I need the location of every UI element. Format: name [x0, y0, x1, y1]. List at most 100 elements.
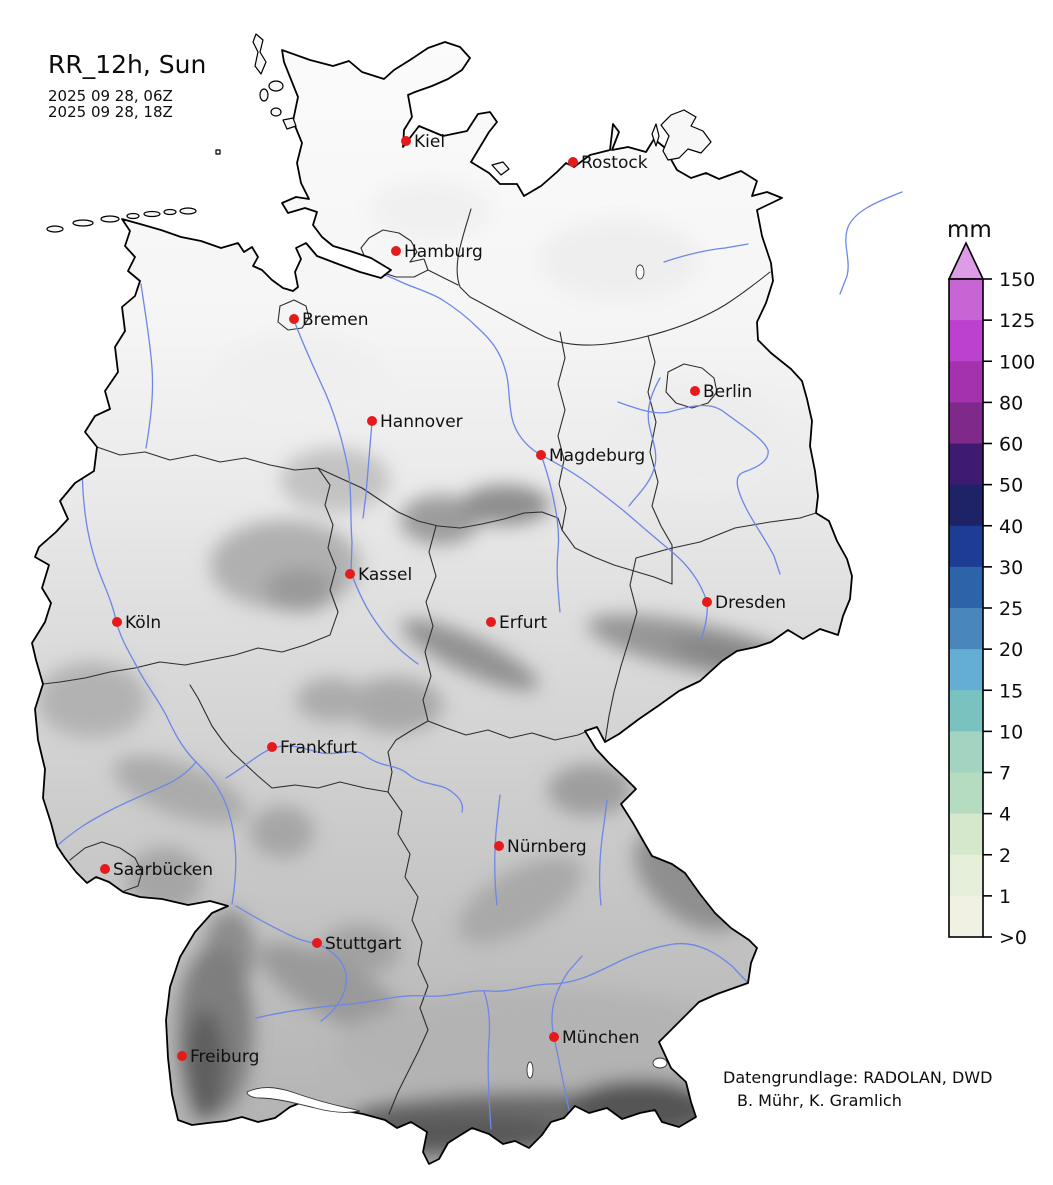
city-label: Bremen: [302, 310, 369, 330]
colorbar-tick-label: 25: [999, 598, 1023, 620]
lake-starnberg: [527, 1062, 533, 1078]
island-norderney: [101, 216, 119, 222]
precipitation-map-figure: Kiel Rostock Hamburg Bremen Berlin Hannover Ma…: [0, 0, 1053, 1185]
colorbar: mm 1501251008060504030252015107421>0: [947, 217, 1035, 949]
island-amrum: [260, 89, 268, 101]
colorbar-segment: [949, 608, 983, 650]
colorbar-segment: [949, 649, 983, 691]
island-borkum: [47, 226, 63, 232]
colorbar-tick-label: 1: [999, 886, 1011, 908]
colorbar-segment: [949, 526, 983, 568]
city-label: Kiel: [414, 132, 445, 152]
city-label: Rostock: [581, 153, 648, 173]
colorbar-overflow-arrow: [949, 243, 983, 279]
colorbar-ticks: 1501251008060504030252015107421>0: [983, 269, 1035, 949]
city-Nürnberg: Nürnberg: [494, 837, 587, 857]
city-label: München: [562, 1028, 640, 1048]
period-end: 2025 09 28, 18Z: [48, 103, 173, 121]
city-dot: [401, 136, 411, 146]
city-dot: [568, 157, 578, 167]
city-dot: [312, 938, 322, 948]
city-München: München: [549, 1028, 640, 1048]
city-Frankfurt: Frankfurt: [267, 738, 357, 758]
city-label: Magdeburg: [549, 446, 645, 466]
city-label: Erfurt: [499, 613, 547, 633]
island-helgoland: [216, 150, 220, 154]
city-Saarbücken: Saarbücken: [100, 860, 213, 880]
island-fehmarn: [492, 162, 509, 175]
colorbar-segment: [949, 731, 983, 773]
city-dot: [345, 569, 355, 579]
colorbar-tick-label: 4: [999, 804, 1011, 826]
island-langeoog: [144, 212, 160, 217]
city-dot: [702, 597, 712, 607]
colorbar-segment: [949, 361, 983, 403]
city-dot: [549, 1032, 559, 1042]
city-label: Saarbücken: [113, 860, 213, 880]
colorbar-segment: [949, 855, 983, 897]
city-Magdeburg: Magdeburg: [536, 446, 645, 466]
city-label: Berlin: [703, 382, 752, 402]
city-Hannover: Hannover: [367, 412, 463, 432]
colorbar-tick-label: 150: [999, 269, 1035, 291]
city-dot: [486, 617, 496, 627]
colorbar-segment: [949, 690, 983, 732]
city-Freiburg: Freiburg: [177, 1047, 259, 1067]
colorbar-tick-label: 10: [999, 721, 1023, 743]
colorbar-tick-label: 60: [999, 434, 1023, 456]
island-ruegen: [661, 110, 711, 160]
city-Dresden: Dresden: [702, 593, 786, 613]
colorbar-tick-label: 40: [999, 516, 1023, 538]
colorbar-tick-label: 15: [999, 680, 1023, 702]
island-foehr: [269, 81, 283, 91]
colorbar-tick-label: 125: [999, 310, 1035, 332]
attribution-line-1: Datengrundlage: RADOLAN, DWD: [723, 1068, 992, 1087]
city-dot: [367, 416, 377, 426]
colorbar-segment: [949, 444, 983, 486]
colorbar-tick-label: 7: [999, 763, 1011, 785]
city-dot: [177, 1051, 187, 1061]
city-label: Stuttgart: [325, 934, 402, 954]
city-label: Frankfurt: [280, 738, 357, 758]
island-nordstrand: [283, 118, 296, 129]
colorbar-segment: [949, 567, 983, 609]
city-label: Nürnberg: [507, 837, 587, 857]
colorbar-tick-label: 50: [999, 475, 1023, 497]
city-Stuttgart: Stuttgart: [312, 934, 402, 954]
colorbar-segment: [949, 773, 983, 815]
city-dot: [100, 864, 110, 874]
colorbar-segment: [949, 402, 983, 444]
island-baltrum: [127, 214, 139, 219]
city-dot: [112, 617, 122, 627]
river-oder-poland: [840, 192, 902, 294]
colorbar-segment: [949, 814, 983, 856]
colorbar-unit-label: mm: [947, 217, 992, 243]
city-Hamburg: Hamburg: [391, 242, 483, 262]
city-dot: [536, 450, 546, 460]
colorbar-segments: [949, 279, 983, 938]
attribution-line-2: B. Mühr, K. Gramlich: [737, 1091, 902, 1110]
city-label: Köln: [125, 613, 161, 633]
island-juist: [73, 220, 93, 226]
city-label: Hannover: [380, 412, 463, 432]
city-label: Kassel: [358, 565, 412, 585]
lake-mueritz: [636, 265, 644, 279]
colorbar-segment: [949, 320, 983, 362]
city-label: Dresden: [715, 593, 786, 613]
city-dot: [494, 841, 504, 851]
colorbar-tick-label: 80: [999, 392, 1023, 414]
colorbar-segment: [949, 279, 983, 321]
city-label: Hamburg: [404, 242, 483, 262]
colorbar-segment: [949, 485, 983, 527]
colorbar-tick-label: 30: [999, 557, 1023, 579]
colorbar-tick-label: 20: [999, 639, 1023, 661]
city-dot: [690, 386, 700, 396]
city-label: Freiburg: [190, 1047, 259, 1067]
island-spiekeroog: [164, 210, 176, 215]
map-title: RR_12h, Sun: [48, 50, 206, 79]
figure-canvas: Kiel Rostock Hamburg Bremen Berlin Hannover Ma…: [0, 0, 1053, 1185]
city-dot: [267, 742, 277, 752]
city-dot: [289, 314, 299, 324]
lake-chiemsee: [653, 1058, 667, 1068]
colorbar-tick-label: 2: [999, 845, 1011, 867]
